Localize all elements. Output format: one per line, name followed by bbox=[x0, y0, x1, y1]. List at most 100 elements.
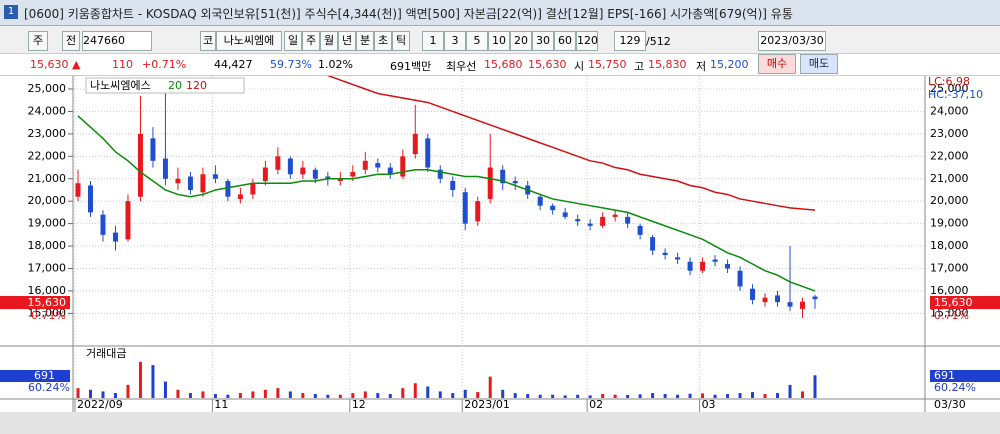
volume-bar bbox=[401, 388, 405, 398]
candle-body bbox=[662, 252, 668, 256]
volume-bar bbox=[326, 394, 330, 398]
toolbar-button[interactable]: 초 bbox=[374, 31, 392, 51]
toolbar-button[interactable]: 3 bbox=[444, 31, 466, 51]
toolbar-button[interactable]: 월 bbox=[320, 31, 338, 51]
volume-bar bbox=[451, 393, 455, 398]
low-label: 저 bbox=[696, 60, 707, 73]
volume-box bbox=[930, 370, 1000, 382]
volume-bar bbox=[76, 388, 80, 398]
y-tick-label: 21,000 bbox=[930, 172, 969, 185]
x-tick-label: 02 bbox=[589, 398, 603, 411]
best: 최우선 bbox=[446, 60, 477, 73]
volume-bar bbox=[626, 395, 630, 398]
candle-body bbox=[75, 183, 81, 197]
sell-button[interactable]: 매도 bbox=[800, 54, 838, 74]
candle-body bbox=[375, 163, 381, 168]
volume-bar bbox=[338, 394, 342, 398]
toolbar-button[interactable]: 30 bbox=[532, 31, 554, 51]
ratio2: 1.02% bbox=[318, 58, 353, 71]
prev[interactable]: 전 bbox=[62, 31, 80, 51]
period[interactable]: 주 bbox=[28, 31, 48, 51]
y-tick-label: 18,000 bbox=[28, 239, 67, 252]
candle-body bbox=[300, 167, 306, 175]
volume-bar bbox=[763, 394, 767, 398]
volume-rate: 60.24% bbox=[934, 381, 976, 394]
volume-bar bbox=[351, 393, 355, 398]
market[interactable]: 코 bbox=[200, 31, 216, 51]
volume-bar bbox=[501, 389, 505, 398]
code-input[interactable]: 247660 bbox=[82, 31, 152, 51]
legend-entry: 20 bbox=[168, 79, 182, 92]
candle-body bbox=[225, 180, 231, 197]
y-tick-label: 20,000 bbox=[930, 194, 969, 207]
volume-bar bbox=[426, 386, 430, 398]
y-tick-label: 23,000 bbox=[930, 127, 969, 140]
price-rate: 0.71% bbox=[31, 309, 66, 322]
candle-body bbox=[287, 158, 293, 175]
toolbar-button[interactable]: 20 bbox=[510, 31, 532, 51]
toolbar-button[interactable]: 120 bbox=[576, 31, 598, 51]
candle-body bbox=[325, 176, 331, 179]
volume-bar bbox=[188, 393, 192, 398]
y-tick-label: 16,000 bbox=[930, 284, 969, 297]
candle-body bbox=[650, 237, 656, 251]
date[interactable]: 2023/03/30 bbox=[758, 31, 826, 51]
volume-bar bbox=[163, 381, 167, 398]
buy-button[interactable]: 매수 bbox=[758, 54, 796, 74]
volume-box-label: 691 bbox=[34, 369, 55, 382]
count[interactable]: 129 bbox=[614, 31, 646, 51]
candle-body bbox=[637, 225, 643, 235]
candles bbox=[75, 76, 818, 318]
hc: HC:-37,10 bbox=[928, 88, 983, 101]
candle-body bbox=[137, 133, 143, 197]
toolbar-button[interactable]: 60 bbox=[554, 31, 576, 51]
toolbar-button[interactable]: 주 bbox=[302, 31, 320, 51]
end-date: 03/30 bbox=[934, 398, 966, 411]
candle-body bbox=[237, 194, 243, 199]
candle-body bbox=[537, 196, 543, 206]
toolbar-button[interactable]: 1 bbox=[422, 31, 444, 51]
volume-bar bbox=[663, 394, 667, 398]
chart: 15,000 15,000 16,000 16,000 17,000 17,000 18,0… bbox=[0, 76, 1000, 434]
toolbar-button[interactable]: 년 bbox=[338, 31, 356, 51]
candle-body bbox=[312, 169, 318, 179]
volume-bar bbox=[388, 394, 392, 398]
toolbar-button[interactable]: 분 bbox=[356, 31, 374, 51]
volume-bar bbox=[513, 393, 517, 398]
open: 15,750 bbox=[588, 58, 627, 71]
candle-body bbox=[387, 167, 393, 175]
volume-bar bbox=[638, 394, 642, 398]
stock-name[interactable]: 나노씨엠에 bbox=[216, 31, 282, 51]
toolbar-button[interactable]: 틱 bbox=[392, 31, 410, 51]
volume-bar bbox=[301, 393, 305, 398]
volume-bar bbox=[376, 393, 380, 398]
y-tick-label: 24,000 bbox=[930, 104, 969, 117]
volume-bar bbox=[138, 361, 142, 398]
x-tick-label: 11 bbox=[214, 398, 228, 411]
volume-bar bbox=[226, 394, 230, 398]
volume-bar bbox=[251, 391, 255, 398]
candle-body bbox=[712, 259, 718, 262]
volume-bar bbox=[126, 384, 130, 398]
volume-bar bbox=[438, 391, 442, 398]
lc: LC:6,98 bbox=[928, 76, 970, 88]
y-tick-label: 25,000 bbox=[930, 82, 969, 95]
volume: 44,427 bbox=[214, 58, 253, 71]
toolbar-button[interactable]: 10 bbox=[488, 31, 510, 51]
volume-bar bbox=[413, 383, 417, 398]
y-tick-label: 25,000 bbox=[28, 82, 67, 95]
candle-body bbox=[212, 174, 218, 179]
window-title: [0600] 키움종합차트 - KOSDAQ 외국인보유[51(천)] 주식수[… bbox=[24, 7, 793, 21]
volume-bar bbox=[488, 376, 492, 398]
volume-bar bbox=[526, 394, 530, 398]
candle-body bbox=[725, 264, 731, 269]
price-box-label: 15,630 bbox=[934, 296, 973, 309]
candle-body bbox=[625, 216, 631, 224]
toolbar-button[interactable]: 5 bbox=[466, 31, 488, 51]
y-tick-label: 19,000 bbox=[930, 217, 969, 230]
title-bar: 1 [0600] 키움종합차트 - KOSDAQ 외국인보유[51(천)] 주식… bbox=[0, 0, 1000, 26]
candle-body bbox=[462, 192, 468, 224]
toolbar-button[interactable]: 일 bbox=[284, 31, 302, 51]
volume-bar bbox=[176, 389, 180, 398]
